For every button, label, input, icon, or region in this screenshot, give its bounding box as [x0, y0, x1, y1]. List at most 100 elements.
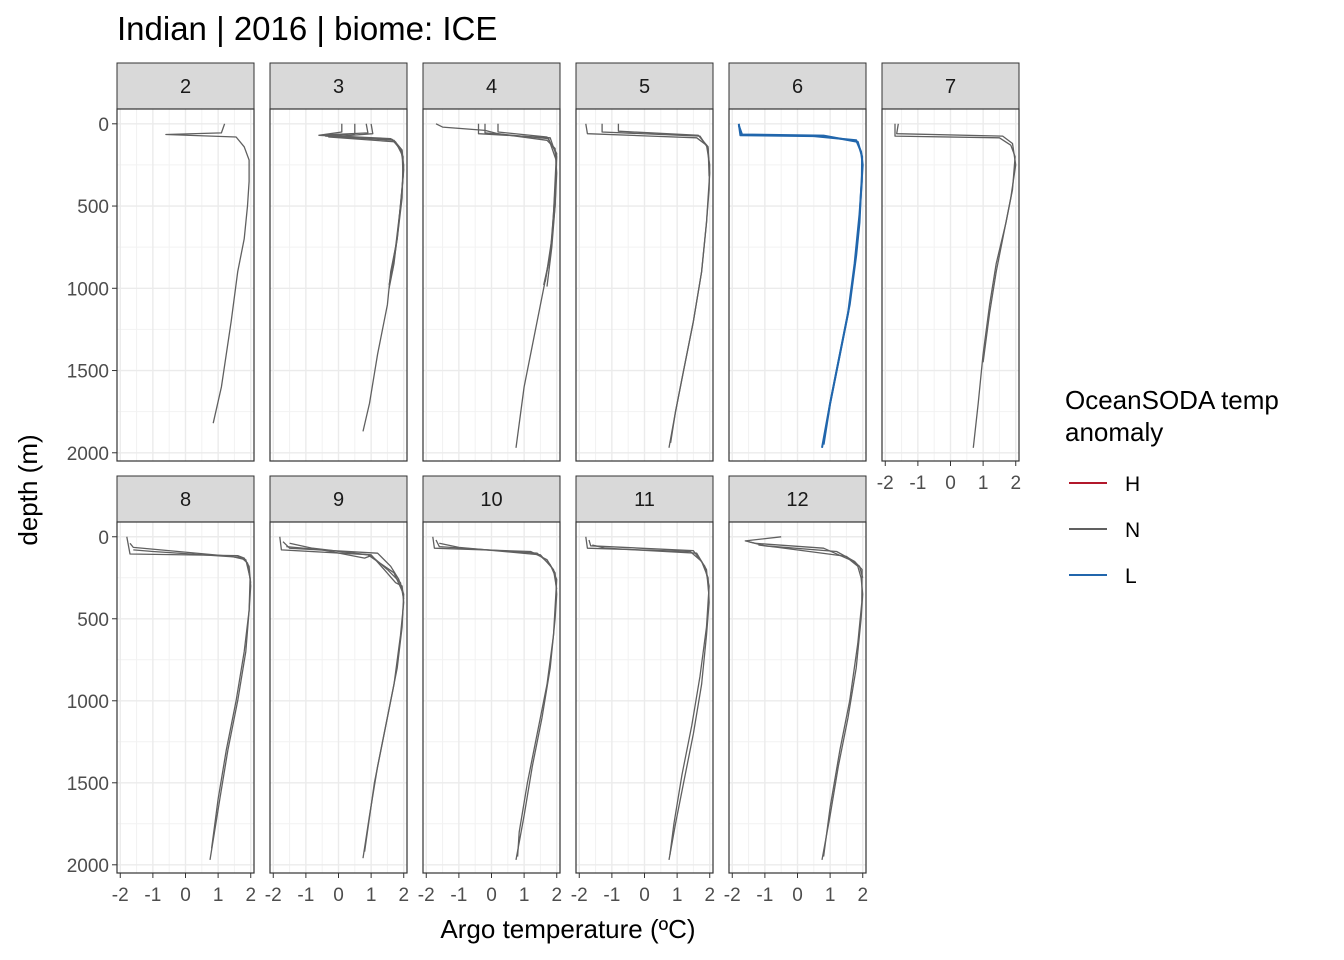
facet-strip-label: 8: [180, 489, 191, 511]
x-tick-label: -2: [571, 885, 588, 906]
profile-line-N: [617, 123, 710, 177]
x-tick-label: 2: [245, 885, 256, 906]
profile-line-N: [133, 549, 252, 583]
x-tick-label: -2: [724, 885, 741, 906]
x-tick-label: -2: [418, 885, 435, 906]
facet-strip: [422, 475, 561, 523]
x-tick-label: 1: [672, 885, 683, 906]
y-tick-label: 0: [98, 528, 109, 549]
x-tick-label: -2: [112, 885, 129, 906]
panel-border: [575, 108, 714, 462]
facet-strip-label: 5: [639, 76, 650, 98]
facet-strip-label: 3: [333, 76, 344, 98]
x-tick-label: 1: [366, 885, 377, 906]
facet-strip: [422, 62, 561, 110]
profile-line-N: [289, 542, 403, 592]
y-tick-label: 500: [77, 197, 109, 218]
profile-line-N: [601, 123, 711, 444]
facet-panel-10: 10 -2 -1 0 1 2: [418, 475, 562, 906]
panel-border: [116, 108, 255, 462]
x-tick-label: 2: [1010, 473, 1021, 494]
x-tick-label: 0: [639, 885, 650, 906]
x-tick-label: -1: [756, 885, 773, 906]
x-tick-label: 1: [825, 885, 836, 906]
facet-strip-label: 6: [792, 76, 803, 98]
legend-title: anomaly: [1065, 417, 1163, 447]
x-tick-label: 1: [978, 473, 989, 494]
profile-line-N: [165, 123, 250, 424]
x-tick-label: 2: [551, 885, 562, 906]
y-tick-label: 0: [98, 115, 109, 136]
facet-panel-12: 12 -2 -1 0 1 2: [724, 475, 868, 906]
facet-panel-2: 2 0 500 1000 1500 2000: [67, 62, 255, 465]
facet-strip: [575, 62, 714, 110]
x-tick-label: 1: [519, 885, 530, 906]
profile-line-N: [758, 544, 864, 578]
facet-strip: [116, 62, 255, 110]
facet-strip-label: 2: [180, 76, 191, 98]
legend-title: OceanSODA temp: [1065, 385, 1279, 415]
y-tick-label: 1500: [67, 362, 109, 383]
facet-panel-3: 3: [269, 62, 408, 462]
profile-line-N: [439, 542, 558, 590]
facet-strip-label: 7: [945, 76, 956, 98]
legend-label-H: H: [1125, 473, 1140, 496]
x-tick-label: 0: [486, 885, 497, 906]
y-axis-title: depth (m): [13, 434, 43, 545]
facet-strip-label: 4: [486, 76, 497, 98]
facet-panel-6: 6: [728, 62, 867, 462]
facet-panel-4: 4: [422, 62, 561, 462]
y-tick-label: 500: [77, 610, 109, 631]
chart-title: Indian | 2016 | biome: ICE: [117, 10, 497, 47]
x-tick-label: 0: [792, 885, 803, 906]
facet-panel-11: 11 -2 -1 0 1 2: [571, 475, 715, 906]
profile-line-N: [282, 541, 405, 859]
panel-border: [422, 108, 561, 462]
profile-line-N: [497, 123, 558, 282]
profile-line-N: [129, 542, 251, 849]
y-tick-label: 2000: [67, 444, 109, 465]
x-tick-label: -1: [297, 885, 314, 906]
y-tick-label: 1500: [67, 774, 109, 795]
panel-border: [269, 108, 408, 462]
y-tick-label: 1000: [67, 279, 109, 300]
x-tick-label: 2: [704, 885, 715, 906]
facet-strip-label: 9: [333, 489, 344, 511]
x-axis-title: Argo temperature (ºC): [440, 914, 695, 944]
legend-label-N: N: [1125, 519, 1140, 542]
x-tick-label: -1: [909, 473, 926, 494]
facet-strip: [269, 475, 408, 523]
x-tick-label: 0: [945, 473, 956, 494]
x-tick-label: -2: [265, 885, 282, 906]
panel-border: [728, 108, 867, 462]
y-tick-label: 2000: [67, 856, 109, 877]
x-tick-label: -2: [877, 473, 894, 494]
facet-panel-8: 8 0 500 1000 1500 2000-2 -1 0 1 2: [67, 475, 256, 906]
profile-line-N: [585, 536, 710, 861]
x-tick-label: -1: [603, 885, 620, 906]
facet-strip-label: 12: [786, 489, 808, 511]
y-tick-label: 1000: [67, 692, 109, 713]
profile-line-N: [588, 539, 710, 856]
x-tick-label: 0: [333, 885, 344, 906]
facet-panel-9: 9 -2 -1 0 1 2: [265, 475, 409, 906]
facet-panel-5: 5: [575, 62, 714, 462]
x-tick-label: 1: [213, 885, 224, 906]
facet-strip: [116, 475, 255, 523]
legend-label-L: L: [1125, 565, 1137, 588]
profile-line-N: [432, 536, 558, 861]
profile-line-N: [896, 123, 1017, 363]
x-tick-label: 2: [857, 885, 868, 906]
facet-strip-label: 11: [634, 489, 655, 511]
x-tick-label: 2: [398, 885, 409, 906]
facet-panel-7: 7 -2 -1 0 1 2: [877, 62, 1021, 494]
profile-line-N: [328, 123, 404, 272]
profile-line-N: [592, 544, 710, 595]
profile-line-N: [748, 541, 863, 857]
x-tick-label: -1: [144, 885, 161, 906]
facet-strip: [269, 62, 408, 110]
x-tick-label: 0: [180, 885, 191, 906]
